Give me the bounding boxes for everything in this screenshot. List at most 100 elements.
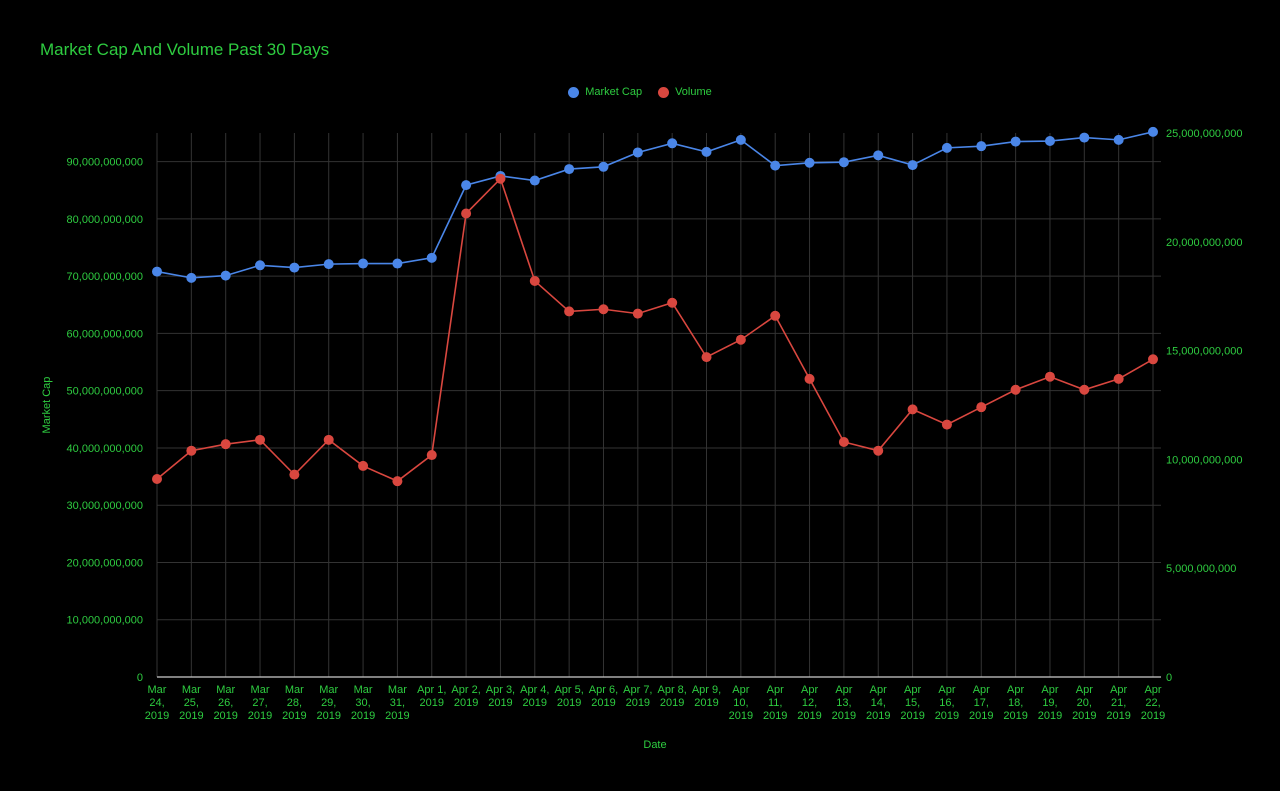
y-tick-label: 20,000,000,000 [67,557,143,569]
data-point-market-cap[interactable] [461,180,472,191]
data-point-market-cap[interactable] [804,157,815,168]
x-tick-label: Apr 10, 2019 [729,684,753,722]
data-point-market-cap[interactable] [358,258,369,269]
data-point-market-cap[interactable] [873,150,884,161]
data-point-market-cap[interactable] [907,160,918,171]
data-point-volume[interactable] [770,310,781,321]
x-tick-label: Mar 24, 2019 [145,684,169,722]
x-tick-label: Apr 20, 2019 [1072,684,1096,722]
y-tick-label: 80,000,000,000 [67,214,143,226]
data-point-market-cap[interactable] [529,175,540,186]
legend-label-volume: Volume [675,86,712,98]
data-point-market-cap[interactable] [426,252,437,263]
series-line-volume [156,177,1154,483]
data-point-volume[interactable] [1044,371,1055,382]
series-line-market-cap [156,131,1154,279]
data-point-volume[interactable] [495,173,506,184]
legend-item-volume[interactable]: Volume [658,86,712,98]
data-point-volume[interactable] [976,402,987,413]
data-point-volume[interactable] [255,434,266,445]
data-point-volume[interactable] [873,445,884,456]
data-point-volume[interactable] [701,352,712,363]
y-tick-label: 70,000,000,000 [67,271,143,283]
data-point-market-cap[interactable] [941,142,952,153]
y-tick-label: 60,000,000,000 [67,328,143,340]
data-point-market-cap[interactable] [564,164,575,175]
x-tick-label: Apr 18, 2019 [1003,684,1027,722]
data-point-market-cap[interactable] [1010,136,1021,147]
tick-labels: 0 10,000,000,000 20,000,000,000 30,000,000,… [67,128,1243,722]
x-tick-label: Apr 11, 2019 [763,684,787,722]
data-point-market-cap[interactable] [289,262,300,273]
x-tick-label: Apr 15, 2019 [900,684,924,722]
data-point-market-cap[interactable] [1148,126,1158,137]
data-point-market-cap[interactable] [632,147,643,158]
y2-tick-label: 15,000,000,000 [1166,346,1242,358]
data-point-market-cap[interactable] [1044,136,1055,147]
y2-tick-label: 20,000,000,000 [1166,237,1242,249]
legend-marker-market-cap [568,86,580,98]
x-tick-label: Apr 8, 2019 [657,684,686,709]
data-point-volume[interactable] [426,450,437,461]
data-point-volume[interactable] [632,308,643,319]
data-point-market-cap[interactable] [701,146,712,157]
data-point-market-cap[interactable] [323,259,334,270]
data-point-volume[interactable] [289,469,300,480]
x-tick-label: Apr 5, 2019 [554,684,583,709]
y2-tick-label: 25,000,000,000 [1166,128,1242,140]
data-point-volume[interactable] [598,304,609,315]
data-point-market-cap[interactable] [255,260,266,271]
data-point-market-cap[interactable] [735,134,746,145]
x-tick-label: Apr 14, 2019 [866,684,890,722]
data-point-volume[interactable] [1113,373,1124,384]
x-tick-label: Apr 16, 2019 [935,684,959,722]
chart-legend: Market Cap Volume [0,86,1280,98]
data-point-market-cap[interactable] [838,157,849,168]
data-point-market-cap[interactable] [186,272,197,283]
y-axis-title: Market Cap [41,377,53,434]
y-tick-label: 90,000,000,000 [67,157,143,169]
x-tick-label: Mar 29, 2019 [316,684,340,722]
data-point-volume[interactable] [392,476,403,487]
data-point-volume[interactable] [667,297,678,308]
x-tick-label: Apr 6, 2019 [589,684,618,709]
data-point-market-cap[interactable] [770,160,781,171]
data-point-volume[interactable] [323,434,334,445]
data-point-volume[interactable] [152,473,162,484]
data-point-volume[interactable] [1148,354,1158,365]
data-point-volume[interactable] [529,275,540,286]
data-point-market-cap[interactable] [976,141,987,152]
data-point-volume[interactable] [220,439,231,450]
x-tick-label: Apr 3, 2019 [486,684,515,709]
legend-marker-volume [658,86,670,98]
data-point-volume[interactable] [358,460,369,471]
data-point-volume[interactable] [941,419,952,430]
legend-item-market-cap[interactable]: Market Cap [568,86,642,98]
y2-tick-label: 0 [1166,672,1172,684]
data-point-volume[interactable] [1010,384,1021,395]
data-point-volume[interactable] [735,334,746,345]
x-tick-label: Mar 28, 2019 [282,684,306,722]
x-tick-label: Apr 21, 2019 [1106,684,1130,722]
data-point-market-cap[interactable] [152,266,162,277]
x-tick-label: Apr 4, 2019 [520,684,549,709]
data-point-volume[interactable] [907,404,918,415]
data-point-market-cap[interactable] [1113,134,1124,145]
x-tick-label: Mar 31, 2019 [385,684,409,722]
y-tick-label: 30,000,000,000 [67,500,143,512]
legend-label-market-cap: Market Cap [585,86,643,98]
data-point-market-cap[interactable] [667,138,678,149]
x-tick-label: Apr 19, 2019 [1038,684,1062,722]
x-tick-label: Apr 13, 2019 [832,684,856,722]
data-point-market-cap[interactable] [392,258,403,269]
data-point-volume[interactable] [838,436,849,447]
data-point-volume[interactable] [804,373,815,384]
data-point-market-cap[interactable] [598,161,609,172]
data-point-volume[interactable] [1079,384,1090,395]
data-point-market-cap[interactable] [220,270,231,281]
data-point-market-cap[interactable] [1079,132,1090,143]
data-point-volume[interactable] [186,445,197,456]
data-point-volume[interactable] [564,306,575,317]
data-point-volume[interactable] [461,208,472,219]
